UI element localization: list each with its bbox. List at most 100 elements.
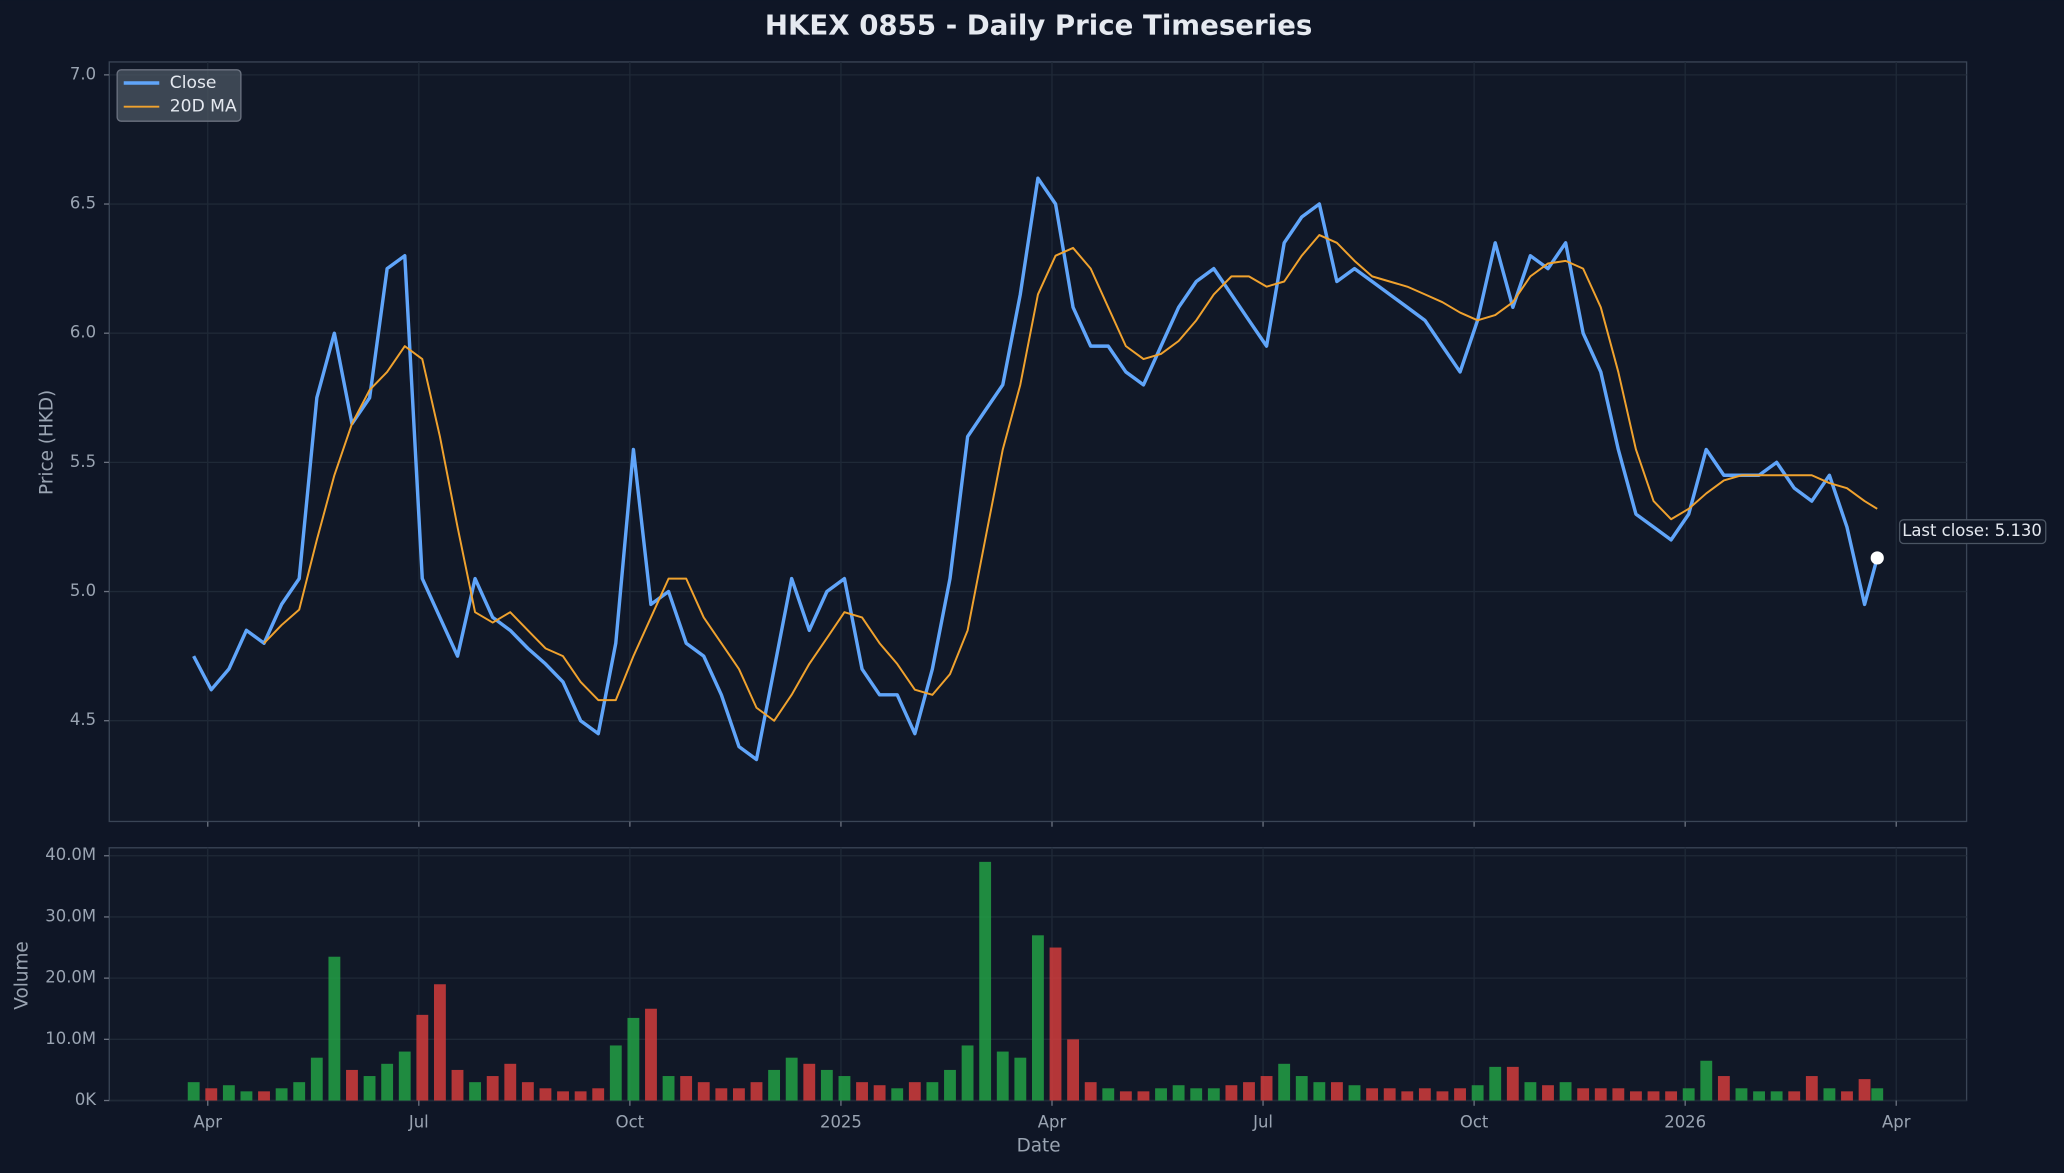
volume-bar: [1278, 1063, 1291, 1101]
volume-bar: [451, 1069, 464, 1101]
y-tick-label: 6.5: [70, 194, 96, 213]
last-close-dot: [1870, 551, 1884, 565]
volume-bar: [433, 984, 446, 1101]
volume-bar: [205, 1088, 218, 1101]
volume-bar: [1594, 1088, 1607, 1101]
volume-bar: [926, 1082, 939, 1101]
volume-bar: [1418, 1088, 1431, 1101]
volume-bar: [504, 1063, 517, 1101]
volume-bar: [592, 1088, 605, 1101]
volume-bar: [1717, 1076, 1730, 1101]
volume-bar: [715, 1088, 728, 1101]
volume-bar: [908, 1082, 921, 1101]
volume-bar: [521, 1082, 534, 1101]
x-axis-label: Date: [1017, 1136, 1061, 1157]
volume-bar: [1770, 1091, 1783, 1101]
volume-bar: [697, 1082, 710, 1101]
volume-bar: [469, 1082, 482, 1101]
volume-bar: [1841, 1091, 1853, 1101]
volume-bar: [662, 1076, 675, 1101]
volume-bar: [1295, 1076, 1308, 1101]
volume-bar: [1630, 1091, 1642, 1101]
price-panel: [108, 61, 1968, 823]
volume-bar: [1805, 1076, 1818, 1101]
volume-bar: [1858, 1079, 1871, 1101]
y-tick-label: 0K: [75, 1090, 97, 1109]
volume-bar: [645, 1008, 657, 1101]
volume-bar: [873, 1085, 886, 1101]
volume-bar: [275, 1088, 288, 1101]
x-tick-label: Apr: [1882, 1112, 1911, 1131]
volume-bar: [627, 1017, 640, 1101]
volume-bar: [1471, 1085, 1484, 1101]
volume-bar: [750, 1082, 763, 1101]
legend-label: 20D MA: [170, 97, 237, 117]
volume-bar: [803, 1063, 816, 1101]
volume-bar: [1243, 1082, 1255, 1101]
volume-bar: [1313, 1082, 1326, 1101]
annotation: Last close: 5.130: [1902, 521, 2042, 540]
volume-bar: [1871, 1088, 1884, 1101]
volume-bar: [1700, 1060, 1713, 1101]
volume-bar: [1612, 1088, 1625, 1101]
volume-bar: [293, 1082, 306, 1101]
volume-bar: [310, 1057, 323, 1101]
volume-bar: [1489, 1066, 1502, 1101]
y-tick-label: 20.0M: [45, 968, 96, 987]
annotation-box: [1898, 519, 2047, 545]
x-tick-label: Apr: [1038, 1112, 1067, 1131]
volume-bar: [609, 1045, 622, 1101]
volume-bar: [222, 1085, 235, 1101]
legend: Close 20D MA: [116, 69, 242, 122]
volume-bar: [1207, 1088, 1220, 1101]
x-tick-label: Oct: [616, 1112, 645, 1131]
y-axis-label: Price (HKD): [36, 390, 57, 495]
volume-bar: [1436, 1091, 1449, 1101]
line-series: [263, 234, 1878, 722]
volume-bar: [1524, 1082, 1537, 1101]
volume-bar: [1735, 1088, 1748, 1101]
volume-bar: [1823, 1088, 1836, 1101]
y-axis-label: Volume: [11, 941, 32, 1009]
volume-bar: [486, 1076, 499, 1101]
x-tick-label: Apr: [194, 1112, 223, 1131]
volume-bar: [1559, 1082, 1572, 1101]
volume-bar: [1647, 1091, 1660, 1101]
volume-bar: [1348, 1085, 1361, 1101]
volume-bar: [574, 1091, 587, 1101]
volume-bar: [838, 1076, 851, 1101]
volume-bar: [891, 1088, 904, 1101]
volume-bar: [768, 1069, 781, 1101]
y-tick-label: 5.5: [70, 452, 96, 471]
y-tick-label: 10.0M: [45, 1029, 96, 1048]
volume-bar: [1331, 1082, 1343, 1101]
y-tick-label: 4.5: [70, 710, 96, 729]
y-tick-label: 6.0: [70, 323, 96, 342]
volume-bar: [1682, 1088, 1695, 1101]
volume-bar: [1366, 1088, 1379, 1101]
volume-bar: [944, 1069, 956, 1101]
volume-bar: [398, 1051, 411, 1101]
volume-bar: [557, 1091, 569, 1101]
volume-bar: [856, 1082, 868, 1101]
volume-bar: [328, 956, 341, 1101]
volume-bar: [979, 861, 992, 1101]
volume-bar: [1155, 1088, 1167, 1101]
volume-bar: [1506, 1066, 1519, 1101]
volume-bar: [1119, 1091, 1132, 1101]
chart-title: HKEX 0855 - Daily Price Timeseries: [765, 8, 1312, 41]
volume-bar: [187, 1082, 200, 1101]
volume-bar: [258, 1091, 270, 1101]
volume-bar: [1577, 1088, 1590, 1101]
volume-bar: [1084, 1082, 1097, 1101]
y-tick-label: 40.0M: [45, 845, 96, 864]
volume-bar: [1172, 1085, 1185, 1101]
volume-bar: [1401, 1091, 1414, 1101]
volume-bar: [539, 1088, 552, 1101]
x-tick-label: Jul: [408, 1112, 429, 1131]
x-tick-label: Jul: [1252, 1112, 1273, 1131]
volume-bar: [1665, 1091, 1678, 1101]
x-tick-label: 2025: [820, 1112, 862, 1131]
volume-bar: [240, 1091, 253, 1101]
